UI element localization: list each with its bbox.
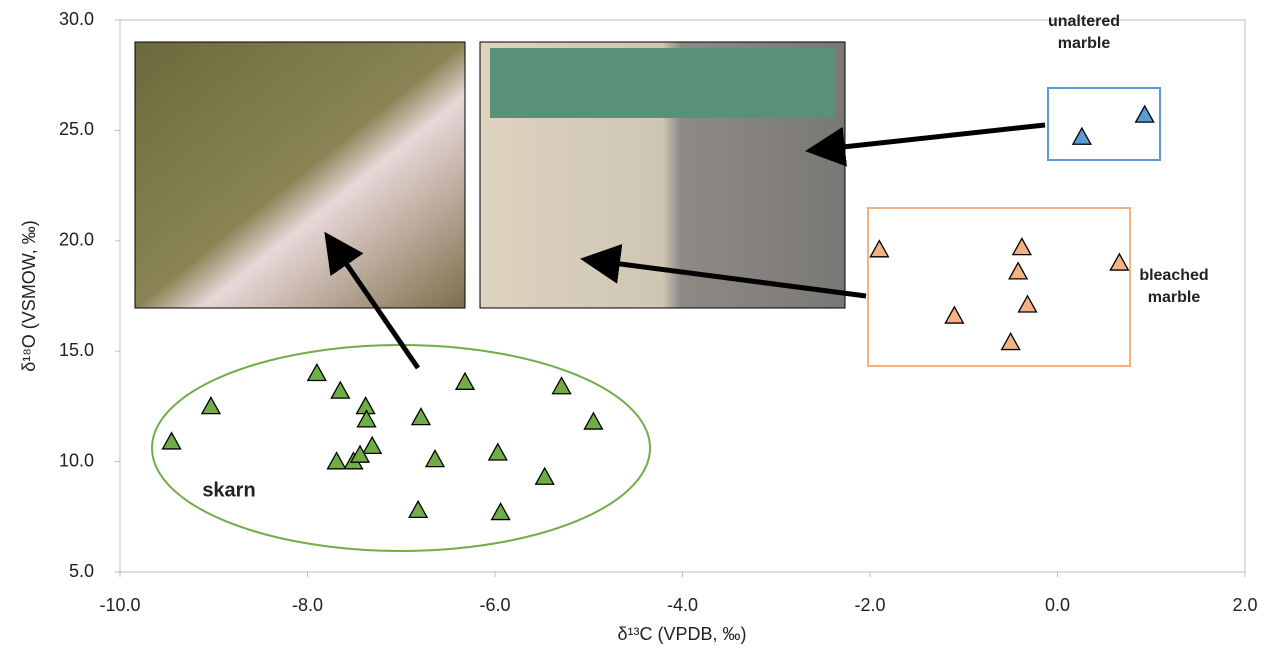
x-axis-title: δ¹³C (VPDB, ‰)	[617, 624, 746, 644]
x-tick-label: -8.0	[292, 595, 323, 615]
y-tick-label: 25.0	[59, 119, 94, 139]
annotation: unaltered	[1048, 13, 1120, 30]
point	[1073, 128, 1091, 144]
point	[870, 241, 888, 257]
annotation: marble	[1148, 289, 1201, 306]
point	[1136, 106, 1154, 122]
x-tick-label: -6.0	[479, 595, 510, 615]
x-tick-label: -2.0	[854, 595, 885, 615]
y-tick-label: 15.0	[59, 340, 94, 360]
point	[308, 364, 326, 380]
point	[202, 397, 220, 413]
photo-ruler	[490, 48, 835, 118]
skarn-ellipse	[152, 345, 650, 551]
point	[584, 413, 602, 429]
point	[536, 468, 554, 484]
bleached-box	[868, 208, 1130, 366]
x-tick-label: 0.0	[1045, 595, 1070, 615]
point	[412, 408, 430, 424]
annotation: skarn	[202, 479, 255, 501]
y-tick-label: 5.0	[69, 561, 94, 581]
point	[331, 382, 349, 398]
point	[1110, 254, 1128, 270]
x-tick-label: 2.0	[1232, 595, 1257, 615]
point	[328, 453, 346, 469]
unaltered-box	[1048, 88, 1160, 160]
arrow	[815, 125, 1045, 150]
y-tick-label: 10.0	[59, 450, 94, 470]
x-tick-label: -10.0	[99, 595, 140, 615]
point	[1019, 296, 1037, 312]
point	[945, 307, 963, 323]
point	[1002, 333, 1020, 349]
point	[163, 433, 181, 449]
point	[456, 373, 474, 389]
point	[1013, 238, 1031, 254]
annotation: marble	[1058, 35, 1111, 52]
chart: δ¹³C (VPDB, ‰) δ¹⁸O (VSMOW, ‰) 5.0 10.0 15…	[0, 0, 1273, 649]
point	[363, 437, 381, 453]
annotation: bleached	[1139, 267, 1208, 284]
y-tick-label: 30.0	[59, 9, 94, 29]
point	[553, 378, 571, 394]
x-tick-label: -4.0	[667, 595, 698, 615]
point	[489, 444, 507, 460]
point	[492, 503, 510, 519]
y-axis-title: δ¹⁸O (VSMOW, ‰)	[19, 220, 39, 372]
point	[409, 501, 427, 517]
point	[1009, 263, 1027, 279]
y-tick-label: 20.0	[59, 230, 94, 250]
photo-skarn	[135, 42, 465, 308]
point	[426, 450, 444, 466]
